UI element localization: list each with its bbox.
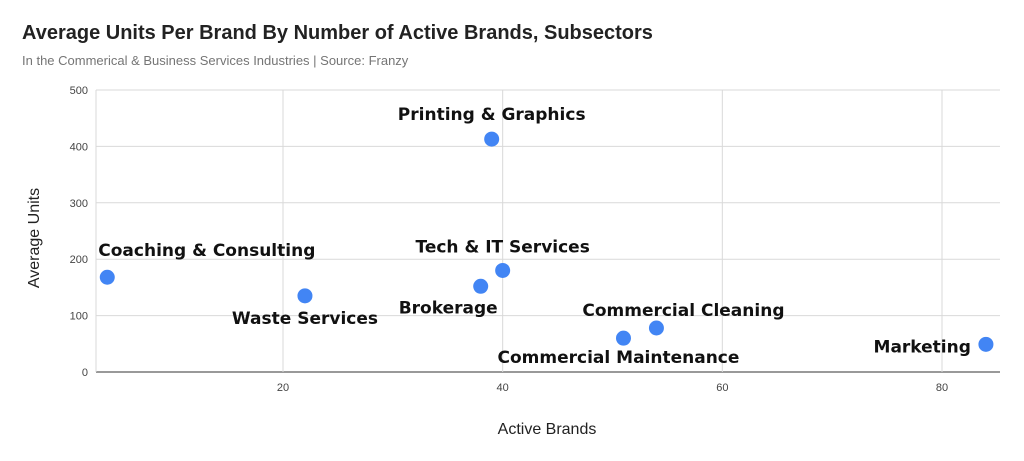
point-label: Brokerage — [399, 298, 498, 318]
y-tick-label: 300 — [70, 198, 88, 210]
point-label: Printing & Graphics — [398, 105, 586, 125]
chart-subtitle: In the Commerical & Business Services In… — [22, 53, 409, 68]
chart-title: Average Units Per Brand By Number of Act… — [22, 22, 653, 44]
grid-lines — [95, 89, 1000, 373]
y-tick-label: 0 — [82, 367, 88, 379]
x-tick-label: 80 — [936, 382, 948, 394]
data-point — [495, 262, 511, 278]
x-tick-label: 20 — [277, 382, 289, 394]
data-point — [99, 269, 115, 285]
point-label: Tech & IT Services — [415, 237, 589, 257]
y-tick-label: 200 — [70, 254, 88, 266]
point-label: Marketing — [874, 337, 971, 357]
point-label: Commercial Cleaning — [582, 301, 784, 321]
x-tick-label: 60 — [716, 382, 728, 394]
point-label: Coaching & Consulting — [98, 241, 315, 261]
y-axis-label: Average Units — [26, 188, 43, 288]
data-points — [99, 131, 994, 352]
data-point — [473, 278, 489, 294]
y-tick-label: 100 — [70, 311, 88, 323]
x-axis-ticks: 20 40 60 80 — [277, 382, 948, 394]
point-label: Waste Services — [232, 309, 378, 329]
data-point — [297, 288, 313, 304]
data-point — [978, 336, 994, 352]
y-tick-label: 500 — [70, 85, 88, 97]
point-label: Commercial Maintenance — [498, 348, 740, 368]
data-point — [648, 320, 664, 336]
point-labels: Printing & Graphics Coaching & Consulting… — [98, 105, 971, 368]
y-tick-label: 400 — [70, 141, 88, 153]
data-point — [615, 330, 631, 346]
y-axis-ticks: 0 100 200 300 400 500 — [70, 85, 88, 379]
x-axis-label: Active Brands — [498, 421, 597, 438]
x-tick-label: 40 — [497, 382, 509, 394]
data-point — [484, 131, 500, 147]
